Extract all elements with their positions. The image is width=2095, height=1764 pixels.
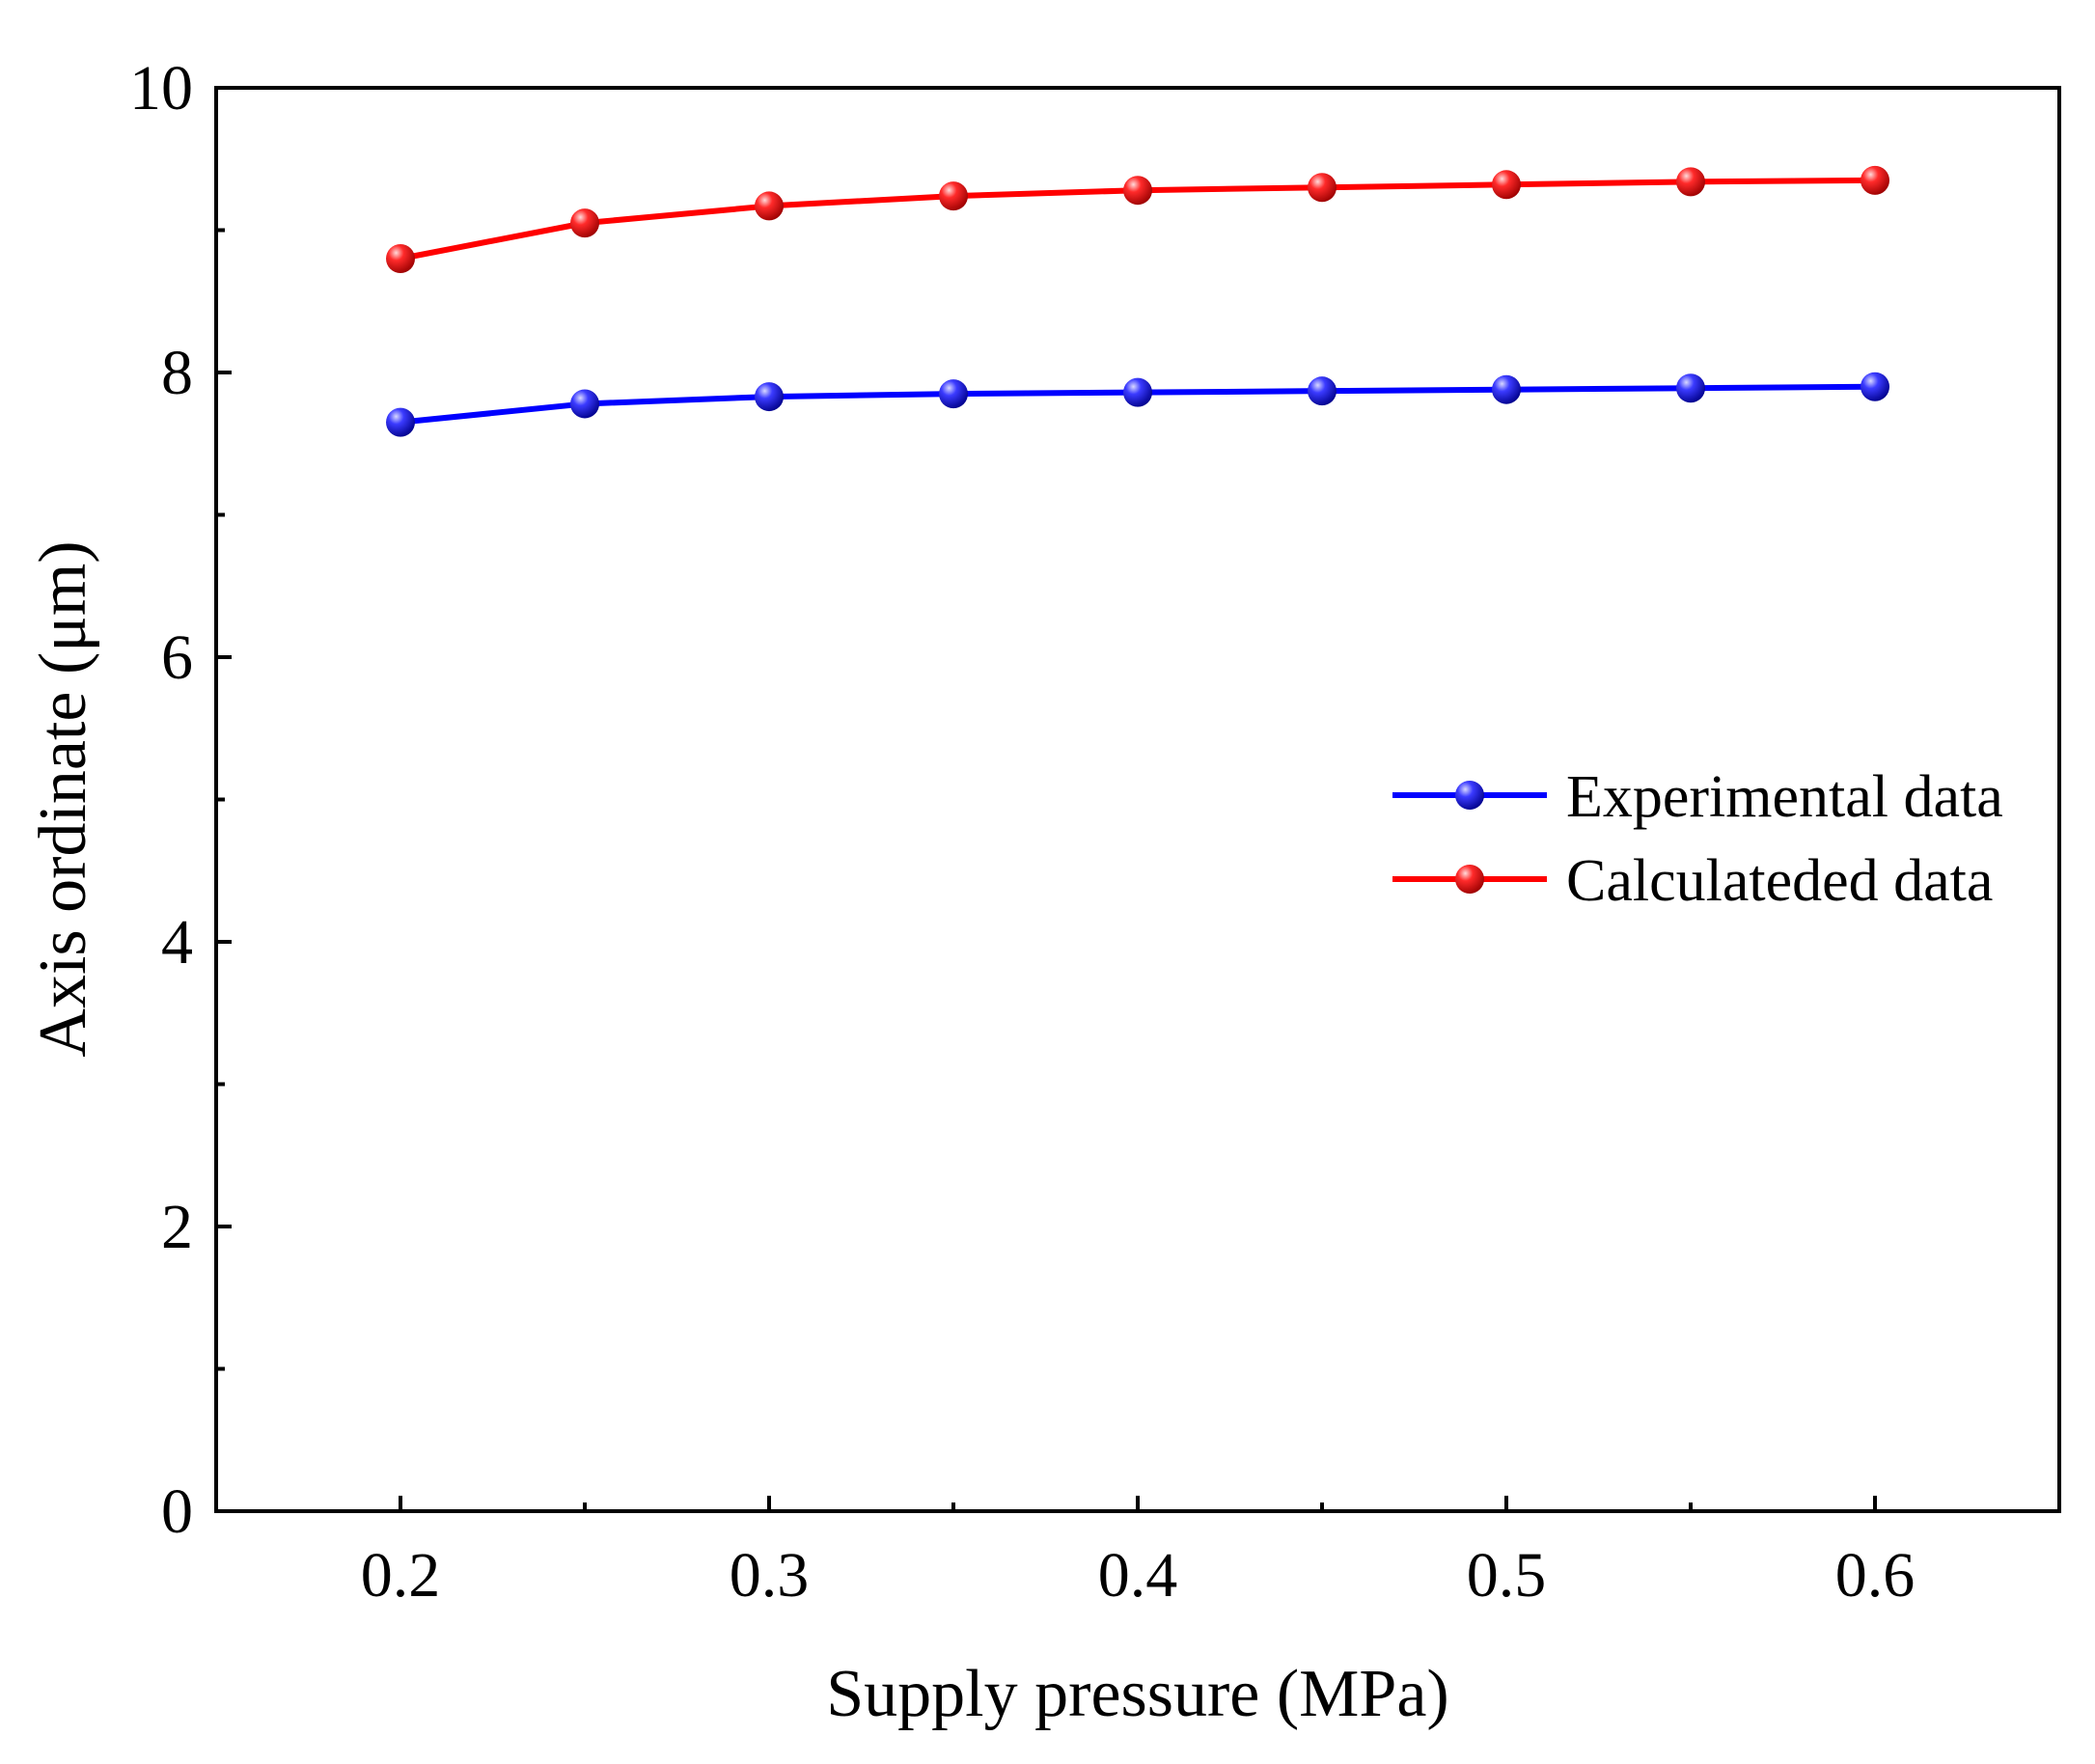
data-point bbox=[1123, 377, 1152, 407]
data-point bbox=[1492, 374, 1521, 404]
data-point bbox=[939, 181, 968, 211]
series-layer bbox=[386, 165, 1889, 437]
data-point bbox=[755, 191, 784, 221]
data-point bbox=[755, 382, 784, 412]
x-axis-title: Supply pressure (MPa) bbox=[826, 1657, 1448, 1731]
y-axis-ticks: 0 2 4 6 8 10 bbox=[129, 53, 232, 1547]
data-point bbox=[570, 208, 599, 238]
x-tick-label: 0.4 bbox=[1098, 1540, 1178, 1611]
legend-label: Calculateded data bbox=[1566, 848, 1993, 914]
y-axis-title: Axis ordinate (μm) bbox=[26, 540, 100, 1057]
x-tick-label: 0.3 bbox=[730, 1540, 810, 1611]
data-point bbox=[1861, 165, 1889, 195]
x-axis-ticks: 0.2 0.3 0.4 0.5 0.6 bbox=[361, 1496, 1916, 1611]
data-point bbox=[1308, 173, 1337, 203]
x-tick-label: 0.2 bbox=[361, 1540, 441, 1611]
legend-label: Experimental data bbox=[1566, 764, 2003, 830]
y-tick-label: 2 bbox=[161, 1192, 193, 1262]
legend-marker bbox=[1455, 781, 1484, 810]
x-tick-label: 0.5 bbox=[1467, 1540, 1547, 1611]
y-tick-label: 6 bbox=[161, 622, 193, 693]
data-point bbox=[1861, 372, 1889, 401]
legend-marker bbox=[1455, 865, 1484, 894]
y-tick-label: 8 bbox=[161, 338, 193, 408]
data-point bbox=[570, 389, 599, 419]
legend: Experimental data Calculateded data bbox=[1392, 764, 2003, 914]
data-point bbox=[1123, 176, 1152, 206]
y-tick-label: 4 bbox=[161, 907, 193, 978]
data-point bbox=[1308, 376, 1337, 406]
data-point bbox=[939, 379, 968, 409]
x-tick-label: 0.6 bbox=[1835, 1540, 1916, 1611]
plot-frame bbox=[214, 86, 2061, 1513]
y-tick-label: 10 bbox=[129, 53, 193, 124]
data-point bbox=[386, 407, 415, 437]
data-point bbox=[1676, 167, 1705, 197]
data-point bbox=[386, 244, 415, 273]
y-tick-label: 0 bbox=[161, 1476, 193, 1547]
data-point bbox=[1676, 373, 1705, 403]
data-point bbox=[1492, 170, 1521, 200]
